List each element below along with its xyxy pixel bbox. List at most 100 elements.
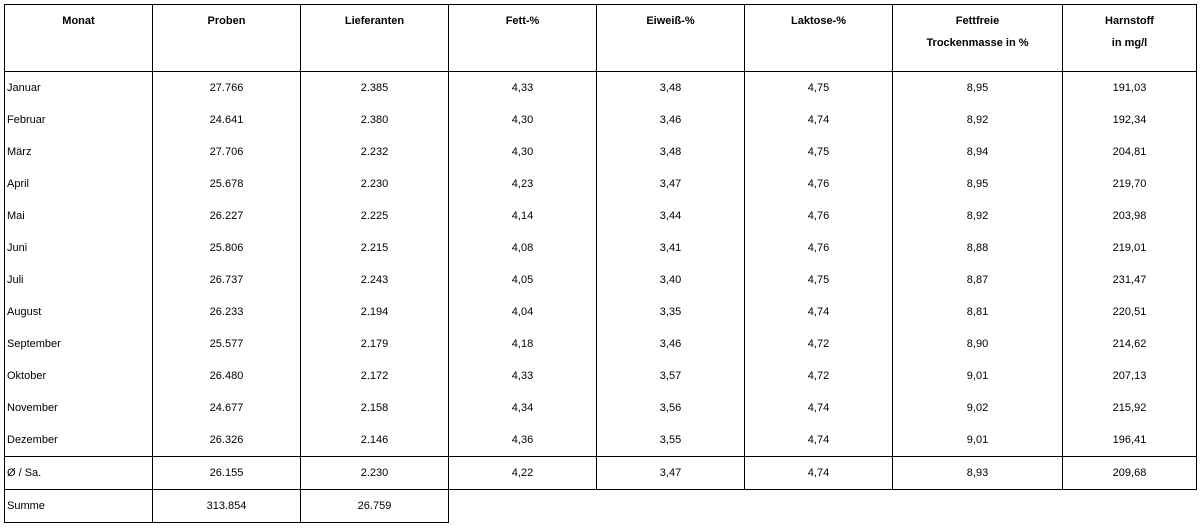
sum-label: Summe [5,490,153,523]
average-value: 3,47 [597,457,745,490]
value-cell: 24.677 [153,392,301,424]
value-cell: 203,98 [1063,200,1197,232]
value-cell: 3,41 [597,232,745,264]
table-row: Dezember26.3262.1464,363,554,749,01196,4… [5,424,1197,457]
value-cell: 8,94 [893,136,1063,168]
average-value: 209,68 [1063,457,1197,490]
value-cell: 4,04 [449,296,597,328]
value-cell: 24.641 [153,104,301,136]
value-cell: 4,36 [449,424,597,457]
table-row: August26.2332.1944,043,354,748,81220,51 [5,296,1197,328]
value-cell: 220,51 [1063,296,1197,328]
col-header-fettfreie-sub: Trockenmasse in % [893,37,1063,72]
value-cell: 2.232 [301,136,449,168]
value-cell: 9,01 [893,360,1063,392]
value-cell: 4,74 [745,424,893,457]
col-header-eiweiss: Eiweiß-% [597,5,745,38]
col-header-fett: Fett-% [449,5,597,38]
value-cell: 8,90 [893,328,1063,360]
value-cell: 2.230 [301,168,449,200]
col-header-fettfreie: Fettfreie [893,5,1063,38]
col-header-harnstoff-sub: in mg/l [1063,37,1197,72]
sum-row: Summe313.85426.759 [5,490,1197,523]
month-cell: Juli [5,264,153,296]
value-cell: 204,81 [1063,136,1197,168]
month-cell: März [5,136,153,168]
month-cell: September [5,328,153,360]
average-label: Ø / Sa. [5,457,153,490]
table-body: Januar27.7662.3854,333,484,758,95191,03F… [5,72,1197,523]
col-header-lieferanten: Lieferanten [301,5,449,38]
value-cell: 25.806 [153,232,301,264]
table-row: Februar24.6412.3804,303,464,748,92192,34 [5,104,1197,136]
value-cell: 3,48 [597,72,745,105]
month-cell: Mai [5,200,153,232]
value-cell: 3,46 [597,328,745,360]
value-cell: 2.158 [301,392,449,424]
value-cell: 26.737 [153,264,301,296]
value-cell: 192,34 [1063,104,1197,136]
value-cell: 3,47 [597,168,745,200]
table-row: Juni25.8062.2154,083,414,768,88219,01 [5,232,1197,264]
value-cell: 8,92 [893,104,1063,136]
col-header-laktose: Laktose-% [745,5,893,38]
average-value: 26.155 [153,457,301,490]
table-row: September25.5772.1794,183,464,728,90214,… [5,328,1197,360]
value-cell: 8,95 [893,168,1063,200]
table-row: Juli26.7372.2434,053,404,758,87231,47 [5,264,1197,296]
value-cell: 4,34 [449,392,597,424]
value-cell: 4,08 [449,232,597,264]
table-row: März27.7062.2324,303,484,758,94204,81 [5,136,1197,168]
col-header-lieferanten-sub [301,37,449,72]
value-cell: 3,56 [597,392,745,424]
value-cell: 2.179 [301,328,449,360]
value-cell: 4,30 [449,136,597,168]
average-value: 2.230 [301,457,449,490]
table-row: Oktober26.4802.1724,333,574,729,01207,13 [5,360,1197,392]
value-cell: 25.678 [153,168,301,200]
value-cell: 2.243 [301,264,449,296]
average-value: 4,22 [449,457,597,490]
value-cell: 4,76 [745,200,893,232]
table-row: Januar27.7662.3854,333,484,758,95191,03 [5,72,1197,105]
value-cell: 27.706 [153,136,301,168]
value-cell: 3,57 [597,360,745,392]
value-cell: 2.385 [301,72,449,105]
value-cell: 219,01 [1063,232,1197,264]
value-cell: 4,75 [745,136,893,168]
value-cell: 3,46 [597,104,745,136]
value-cell: 25.577 [153,328,301,360]
value-cell: 3,40 [597,264,745,296]
value-cell: 4,30 [449,104,597,136]
value-cell: 4,76 [745,168,893,200]
value-cell: 3,48 [597,136,745,168]
value-cell: 214,62 [1063,328,1197,360]
value-cell: 4,76 [745,232,893,264]
table-header: Monat Proben Lieferanten Fett-% Eiweiß-%… [5,5,1197,72]
value-cell: 3,35 [597,296,745,328]
value-cell: 3,44 [597,200,745,232]
col-header-proben-sub [153,37,301,72]
value-cell: 4,14 [449,200,597,232]
value-cell: 4,18 [449,328,597,360]
value-cell: 26.227 [153,200,301,232]
value-cell: 3,55 [597,424,745,457]
milk-stats-table: Monat Proben Lieferanten Fett-% Eiweiß-%… [4,4,1197,523]
value-cell: 26.326 [153,424,301,457]
value-cell: 4,72 [745,328,893,360]
value-cell: 207,13 [1063,360,1197,392]
value-cell: 4,05 [449,264,597,296]
value-cell: 2.172 [301,360,449,392]
col-header-harnstoff: Harnstoff [1063,5,1197,38]
value-cell: 8,88 [893,232,1063,264]
value-cell: 191,03 [1063,72,1197,105]
value-cell: 8,81 [893,296,1063,328]
col-header-eiweiss-sub [597,37,745,72]
value-cell: 26.480 [153,360,301,392]
value-cell: 9,02 [893,392,1063,424]
value-cell: 219,70 [1063,168,1197,200]
table-row: November24.6772.1584,343,564,749,02215,9… [5,392,1197,424]
value-cell: 4,33 [449,360,597,392]
value-cell: 4,33 [449,72,597,105]
value-cell: 4,75 [745,264,893,296]
